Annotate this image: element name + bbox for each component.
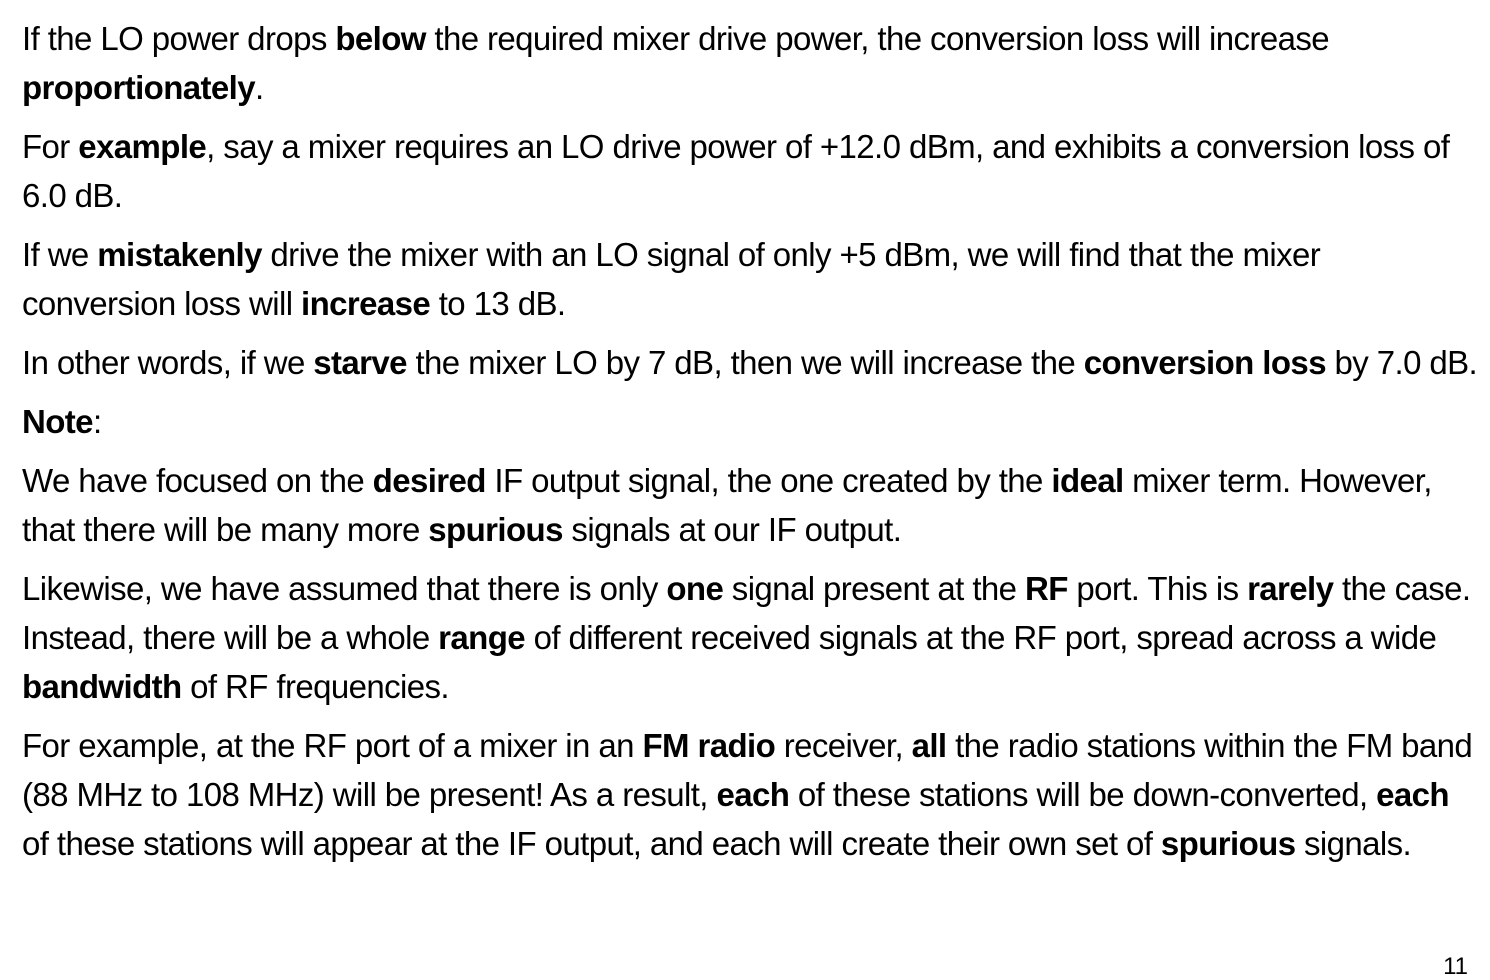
bold-text-run: each bbox=[716, 776, 790, 813]
paragraph-spurious-signals: We have focused on the desired IF output… bbox=[22, 456, 1482, 554]
paragraph-lo-power-drop: If the LO power drops below the required… bbox=[22, 14, 1482, 112]
bold-text-run: conversion loss bbox=[1083, 344, 1327, 381]
text-run: We have focused on the bbox=[22, 462, 373, 499]
document-body: If the LO power drops below the required… bbox=[22, 14, 1482, 878]
paragraph-starve-lo: In other words, if we starve the mixer L… bbox=[22, 338, 1482, 387]
text-run: signal present at the bbox=[723, 570, 1025, 607]
text-run: For bbox=[22, 128, 79, 165]
paragraph-mistaken-drive: If we mistakenly drive the mixer with an… bbox=[22, 230, 1482, 328]
bold-text-run: all bbox=[911, 727, 947, 764]
text-run: receiver, bbox=[775, 727, 912, 764]
text-run: the case. Instead, there will be a whole bbox=[22, 570, 1471, 656]
text-run: the required mixer drive power, the conv… bbox=[425, 20, 1329, 57]
paragraph-note-heading: Note: bbox=[22, 397, 1482, 446]
page-number: 11 bbox=[1443, 953, 1468, 980]
paragraph-rf-range: Likewise, we have assumed that there is … bbox=[22, 564, 1482, 711]
paragraph-fm-radio-example: For example, at the RF port of a mixer i… bbox=[22, 721, 1482, 868]
bold-text-run: FM radio bbox=[642, 727, 776, 764]
bold-text-run: proportionately bbox=[22, 69, 256, 106]
text-run: If the LO power drops bbox=[22, 20, 336, 57]
text-run: of RF frequencies. bbox=[181, 668, 449, 705]
text-run: of different received signals at the RF … bbox=[525, 619, 1437, 656]
text-run: port. This is bbox=[1067, 570, 1248, 607]
bold-text-run: spurious bbox=[428, 511, 563, 548]
text-run: : bbox=[92, 403, 102, 440]
bold-text-run: one bbox=[666, 570, 724, 607]
text-run: mixer term. However, that there will be … bbox=[22, 462, 1432, 548]
text-run: For example, at the RF port of a mixer i… bbox=[22, 727, 643, 764]
bold-text-run: rarely bbox=[1247, 570, 1334, 607]
bold-text-run: Note bbox=[22, 403, 94, 440]
text-run: In other words, if we bbox=[22, 344, 314, 381]
bold-text-run: desired bbox=[372, 462, 487, 499]
text-run: drive the mixer with an LO signal of onl… bbox=[22, 236, 1321, 322]
text-run: of these stations will appear at the IF … bbox=[22, 825, 1161, 862]
text-run: the radio stations within the FM band (8… bbox=[22, 727, 1473, 813]
bold-text-run: ideal bbox=[1051, 462, 1124, 499]
text-run: to 13 dB. bbox=[430, 285, 566, 322]
text-run: of these stations will be down-converted… bbox=[789, 776, 1377, 813]
bold-text-run: bandwidth bbox=[22, 668, 182, 705]
text-run: signals at our IF output. bbox=[562, 511, 902, 548]
text-run: . bbox=[255, 69, 264, 106]
text-run: If we bbox=[22, 236, 98, 273]
bold-text-run: each bbox=[1376, 776, 1449, 813]
bold-text-run: range bbox=[438, 619, 526, 656]
bold-text-run: below bbox=[335, 20, 426, 57]
text-run: the mixer LO by 7 dB, then we will incre… bbox=[406, 344, 1084, 381]
text-run: Likewise, we have assumed that there is … bbox=[22, 570, 667, 607]
bold-text-run: RF bbox=[1024, 570, 1068, 607]
text-run: by 7.0 dB. bbox=[1325, 344, 1478, 381]
bold-text-run: mistakenly bbox=[97, 236, 262, 273]
text-run: , say a mixer requires an LO drive power… bbox=[22, 128, 1450, 214]
bold-text-run: starve bbox=[313, 344, 407, 381]
bold-text-run: spurious bbox=[1160, 825, 1296, 862]
bold-text-run: increase bbox=[301, 285, 431, 322]
paragraph-example-drive-power: For example, say a mixer requires an LO … bbox=[22, 122, 1482, 220]
text-run: signals. bbox=[1295, 825, 1412, 862]
bold-text-run: example bbox=[78, 128, 207, 165]
text-run: IF output signal, the one created by the bbox=[485, 462, 1052, 499]
